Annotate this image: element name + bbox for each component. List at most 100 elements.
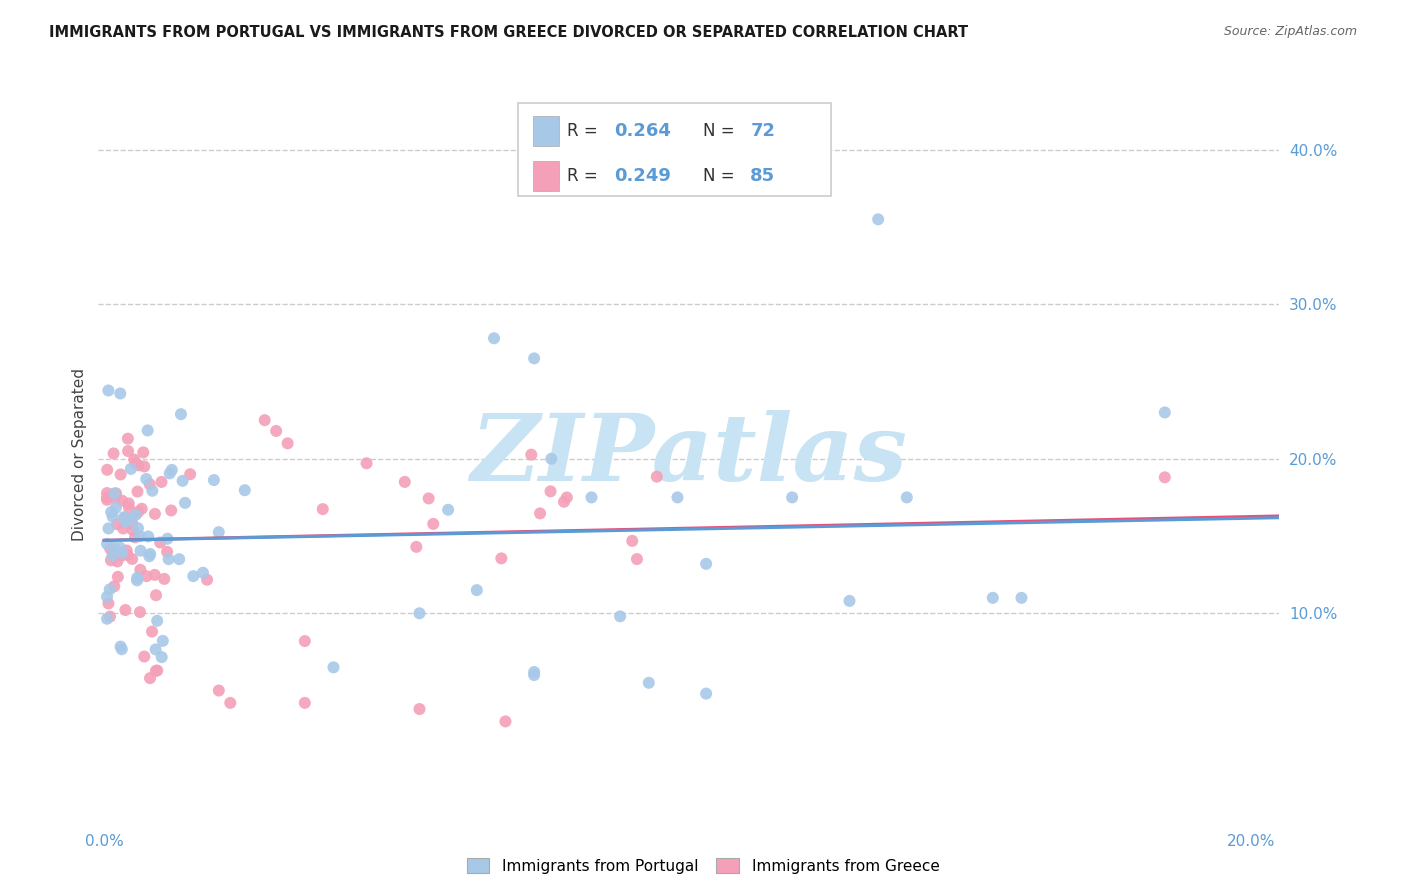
Text: R =: R = xyxy=(567,122,603,140)
Point xyxy=(156,545,179,559)
Point xyxy=(208,683,231,698)
Point xyxy=(523,668,546,682)
Point xyxy=(127,571,149,585)
Point xyxy=(174,496,197,510)
Point xyxy=(609,609,631,624)
Point xyxy=(131,501,153,516)
Point xyxy=(637,675,659,690)
Point xyxy=(125,508,148,522)
Point xyxy=(322,660,344,674)
Point xyxy=(167,552,190,566)
FancyBboxPatch shape xyxy=(533,161,560,191)
Point xyxy=(97,521,120,535)
Point xyxy=(103,446,125,460)
Point xyxy=(127,484,149,499)
Point xyxy=(121,516,143,531)
Point xyxy=(149,535,172,549)
Point xyxy=(695,557,717,571)
Point xyxy=(111,642,134,657)
Point xyxy=(495,714,517,729)
Point xyxy=(105,517,128,532)
Point xyxy=(100,553,122,567)
Point xyxy=(356,456,378,470)
Point xyxy=(122,452,145,467)
Point xyxy=(96,612,118,626)
Point xyxy=(1153,470,1175,484)
FancyBboxPatch shape xyxy=(517,103,831,196)
Point xyxy=(145,664,167,678)
Point xyxy=(838,594,860,608)
Point xyxy=(121,523,143,537)
Point xyxy=(405,540,427,554)
Point xyxy=(621,533,644,548)
Point xyxy=(277,436,299,450)
Point xyxy=(153,572,176,586)
Point xyxy=(540,451,562,466)
Point xyxy=(112,521,135,535)
Point xyxy=(114,603,136,617)
Point xyxy=(96,463,118,477)
Point xyxy=(98,609,121,624)
Point xyxy=(482,331,505,345)
Point xyxy=(103,579,125,593)
Point xyxy=(219,696,242,710)
Point xyxy=(160,503,183,517)
Point xyxy=(129,563,152,577)
Point xyxy=(132,445,155,459)
Point xyxy=(117,548,139,562)
Point xyxy=(695,687,717,701)
Point xyxy=(418,491,440,506)
Point xyxy=(408,702,430,716)
Point xyxy=(422,516,444,531)
Point xyxy=(408,607,430,621)
Point xyxy=(117,444,139,458)
Point xyxy=(981,591,1004,605)
Point xyxy=(98,541,121,556)
Point xyxy=(114,515,136,529)
Point xyxy=(626,552,648,566)
Point xyxy=(179,467,201,482)
Point xyxy=(160,463,183,477)
Point xyxy=(135,569,157,583)
Point xyxy=(143,567,166,582)
Point xyxy=(152,633,174,648)
FancyBboxPatch shape xyxy=(533,116,560,145)
Point xyxy=(465,583,488,598)
Point xyxy=(104,487,127,501)
Point xyxy=(868,212,890,227)
Point xyxy=(540,484,562,499)
Legend: Immigrants from Portugal, Immigrants from Greece: Immigrants from Portugal, Immigrants fro… xyxy=(460,852,946,880)
Point xyxy=(96,492,118,507)
Point xyxy=(145,642,167,657)
Point xyxy=(645,469,668,483)
Point xyxy=(129,605,152,619)
Point xyxy=(170,407,193,421)
Text: Source: ZipAtlas.com: Source: ZipAtlas.com xyxy=(1223,25,1357,38)
Point xyxy=(105,486,128,500)
Point xyxy=(202,473,225,487)
Point xyxy=(127,458,149,473)
Point xyxy=(523,351,546,366)
Point xyxy=(581,491,603,505)
Point xyxy=(107,570,129,584)
Point xyxy=(159,467,181,481)
Point xyxy=(110,386,132,401)
Point xyxy=(104,500,127,515)
Point xyxy=(125,574,148,588)
Y-axis label: Divorced or Separated: Divorced or Separated xyxy=(72,368,87,541)
Point xyxy=(553,495,575,509)
Point xyxy=(233,483,256,498)
Point xyxy=(127,521,149,535)
Text: R =: R = xyxy=(567,167,603,185)
Point xyxy=(103,486,125,500)
Point xyxy=(117,432,139,446)
Point xyxy=(135,472,157,486)
Point xyxy=(666,491,689,505)
Point xyxy=(97,597,120,611)
Text: 72: 72 xyxy=(751,122,775,140)
Point xyxy=(98,582,121,597)
Point xyxy=(491,551,513,566)
Point xyxy=(134,649,156,664)
Point xyxy=(529,507,551,521)
Point xyxy=(555,491,578,505)
